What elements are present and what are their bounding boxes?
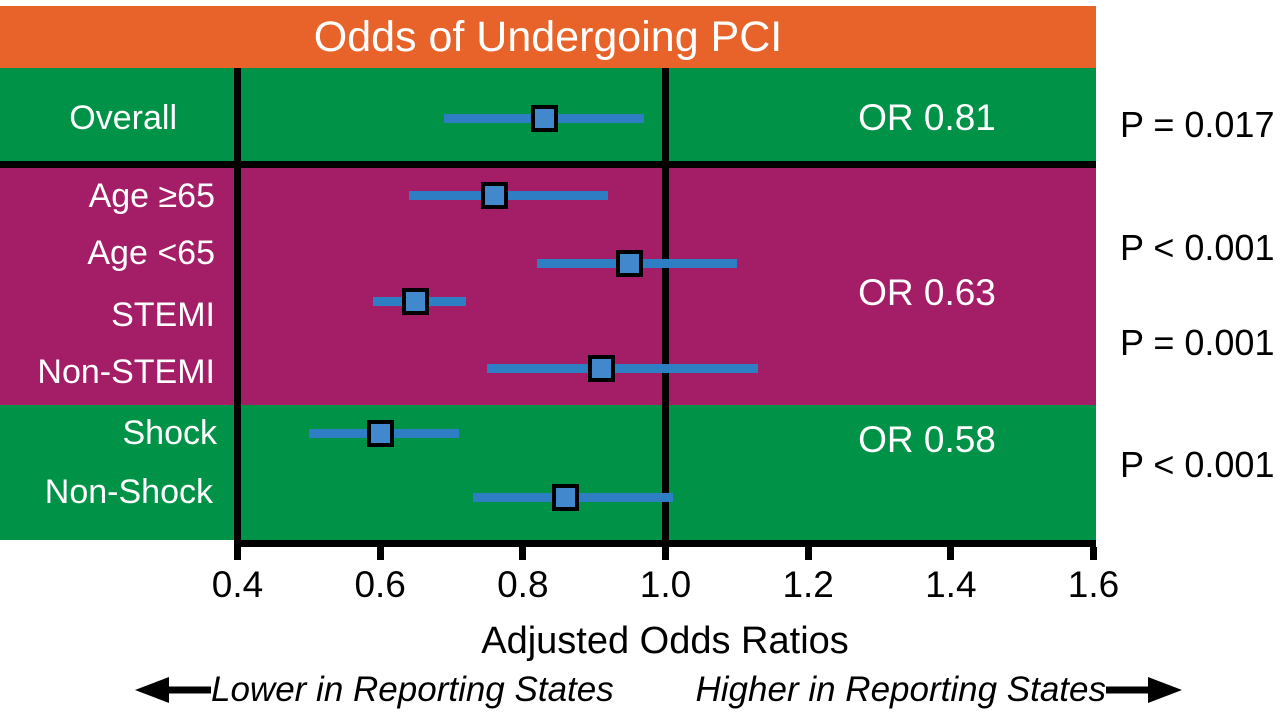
x-tick — [519, 547, 527, 560]
x-tick-label: 0.6 — [354, 564, 406, 605]
x-tick-label: 1.4 — [925, 564, 977, 605]
point-marker — [402, 287, 430, 315]
point-marker — [480, 181, 508, 209]
x-tick-label: 1.0 — [639, 564, 692, 605]
x-tick — [804, 547, 812, 560]
band-2 — [0, 405, 1096, 540]
higher-direction-label: Higher in Reporting States — [695, 670, 1107, 709]
chart-title: Odds of Undergoing PCI — [313, 12, 783, 61]
row-label: Overall — [69, 99, 177, 137]
x-tick-label: 1.6 — [1067, 564, 1120, 605]
row-label: Non-Shock — [44, 473, 213, 511]
x-tick — [376, 547, 384, 560]
x-tick-label: 1.2 — [782, 564, 834, 605]
left-arrow-icon — [135, 677, 211, 703]
row-label: STEMI — [111, 296, 215, 334]
point-marker — [366, 419, 394, 447]
point-marker — [616, 249, 644, 277]
or-annotation: OR 0.81 — [858, 97, 996, 138]
point-marker — [587, 354, 615, 382]
row-label: Age ≥65 — [88, 177, 215, 215]
row-label: Age <65 — [87, 234, 215, 272]
p-annotation: P = 0.001 — [1120, 322, 1275, 363]
x-tick — [1090, 547, 1097, 560]
row-label: Shock — [122, 414, 218, 452]
point-marker — [552, 483, 580, 511]
x-tick — [234, 547, 241, 560]
chart-title-bar: Odds of Undergoing PCI — [0, 6, 1096, 68]
overall-subgroup-divider-line — [0, 161, 1096, 168]
p-annotation: P = 0.017 — [1120, 104, 1275, 145]
y-axis-line — [234, 68, 241, 560]
lower-direction-annotation: Lower in Reporting States — [133, 666, 614, 714]
x-axis-line — [234, 540, 1096, 547]
row-label: Non-STEMI — [37, 353, 215, 391]
ci-line — [487, 363, 759, 373]
higher-direction-annotation: Higher in Reporting States — [696, 666, 1185, 714]
x-axis-title: Adjusted Odds Ratios — [481, 620, 849, 662]
x-tick — [947, 547, 955, 560]
x-tick-label: 0.4 — [211, 564, 264, 605]
point-marker — [530, 104, 558, 132]
reference-line-1-0 — [662, 68, 669, 547]
ci-line — [408, 190, 609, 200]
p-annotation: P < 0.001 — [1120, 444, 1275, 485]
x-tick-label: 0.8 — [497, 564, 549, 605]
p-annotation: P < 0.001 — [1120, 227, 1275, 268]
or-annotation: OR 0.63 — [858, 272, 996, 313]
right-arrow-icon — [1106, 677, 1182, 703]
lower-direction-label: Lower in Reporting States — [211, 670, 614, 709]
or-annotation: OR 0.58 — [858, 419, 996, 460]
x-tick — [662, 547, 669, 560]
